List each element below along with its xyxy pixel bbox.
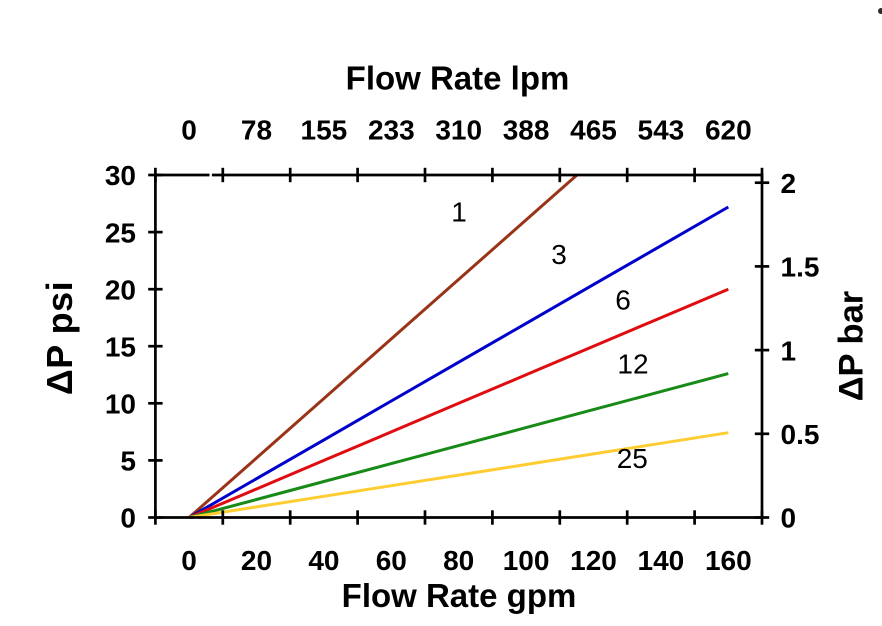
- svg-text:100: 100: [503, 545, 550, 576]
- svg-text:20: 20: [105, 274, 136, 305]
- svg-text:25: 25: [617, 443, 648, 474]
- svg-text:0.5: 0.5: [781, 419, 820, 450]
- svg-text:Flow Rate lpm: Flow Rate lpm: [346, 60, 570, 97]
- svg-text:1: 1: [781, 335, 797, 366]
- svg-text:620: 620: [705, 114, 752, 145]
- svg-text:120: 120: [570, 545, 617, 576]
- svg-text:0: 0: [181, 114, 197, 145]
- svg-text:60: 60: [376, 545, 407, 576]
- svg-text:5: 5: [120, 446, 136, 477]
- svg-text:15: 15: [105, 331, 136, 362]
- svg-text:3: 3: [551, 239, 567, 270]
- svg-text:1: 1: [451, 197, 467, 228]
- svg-text:0: 0: [781, 503, 797, 534]
- svg-text:2: 2: [781, 168, 797, 199]
- svg-text:25: 25: [105, 217, 136, 248]
- svg-text:0: 0: [181, 545, 197, 576]
- svg-text:140: 140: [638, 545, 685, 576]
- svg-text:155: 155: [301, 114, 348, 145]
- svg-text:40: 40: [308, 545, 339, 576]
- svg-text:80: 80: [443, 545, 474, 576]
- svg-text:12: 12: [617, 348, 648, 379]
- svg-text:10: 10: [105, 389, 136, 420]
- svg-text:Flow Rate gpm: Flow Rate gpm: [342, 577, 577, 614]
- svg-text:543: 543: [638, 114, 685, 145]
- svg-text:310: 310: [435, 114, 482, 145]
- svg-text:ΔP bar: ΔP bar: [833, 291, 871, 401]
- svg-text:30: 30: [105, 160, 136, 191]
- svg-text:ΔP psi: ΔP psi: [39, 281, 80, 395]
- svg-text:1.5: 1.5: [781, 252, 820, 283]
- svg-text:78: 78: [241, 114, 272, 145]
- svg-text:0: 0: [120, 503, 136, 534]
- svg-text:233: 233: [368, 114, 415, 145]
- svg-text:388: 388: [503, 114, 550, 145]
- svg-text:160: 160: [705, 545, 752, 576]
- svg-text:6: 6: [615, 285, 631, 316]
- svg-text:465: 465: [570, 114, 617, 145]
- svg-text:20: 20: [241, 545, 272, 576]
